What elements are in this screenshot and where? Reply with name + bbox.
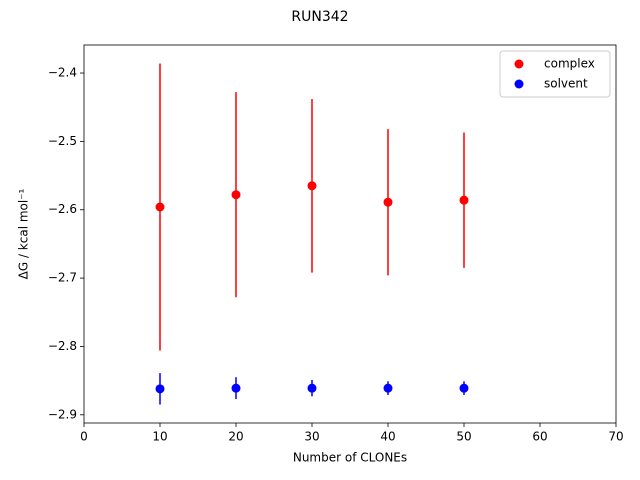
x-tick-label: 0 [80, 430, 88, 444]
x-tick-label: 20 [228, 430, 243, 444]
point [155, 202, 165, 212]
point [459, 195, 469, 205]
x-axis-label: Number of CLONEs [293, 451, 407, 465]
point [231, 190, 241, 200]
point [231, 383, 241, 393]
y-tick-label: −2.6 [48, 202, 77, 216]
point [459, 383, 469, 393]
legend-label: complex [544, 57, 595, 71]
legend-box [499, 50, 611, 98]
x-tick-label: 50 [456, 430, 471, 444]
point [383, 197, 393, 207]
legend-label: solvent [544, 77, 588, 91]
y-tick-label: −2.9 [48, 407, 77, 421]
x-tick-label: 60 [532, 430, 547, 444]
chart-title: RUN342 [291, 9, 348, 25]
point [307, 383, 317, 393]
x-tick-label: 70 [608, 430, 623, 444]
x-tick-label: 10 [152, 430, 167, 444]
y-tick-label: −2.7 [48, 271, 77, 285]
point [155, 384, 165, 394]
legend-marker [514, 59, 524, 69]
y-tick-label: −2.5 [48, 134, 77, 148]
y-axis-label: ΔG / kcal mol⁻¹ [17, 188, 31, 279]
legend-marker [514, 79, 524, 89]
x-tick-label: 30 [304, 430, 319, 444]
y-tick-label: −2.8 [48, 339, 77, 353]
x-tick-label: 40 [380, 430, 395, 444]
y-tick-label: −2.4 [48, 66, 77, 80]
plot-frame [83, 44, 617, 424]
point [383, 383, 393, 393]
point [307, 181, 317, 191]
